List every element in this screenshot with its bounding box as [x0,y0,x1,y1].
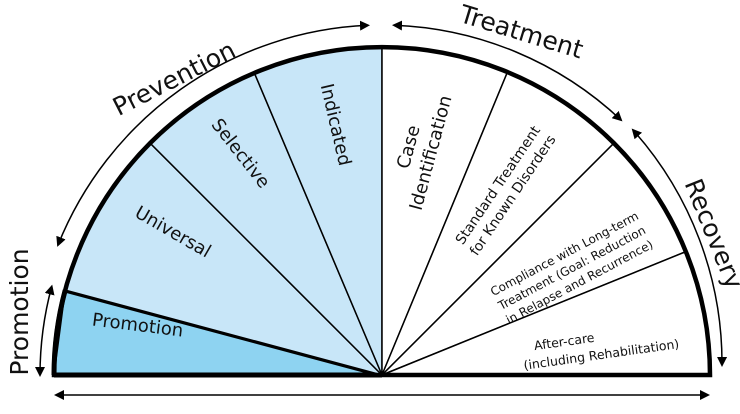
promotion-arc-label: Promotion [5,248,34,375]
treatment-arc-arrow [392,20,623,122]
promotion-arc-arrow [35,284,55,377]
recovery-arc-arrow [631,128,728,367]
prevention-arc-arrow [56,20,370,247]
